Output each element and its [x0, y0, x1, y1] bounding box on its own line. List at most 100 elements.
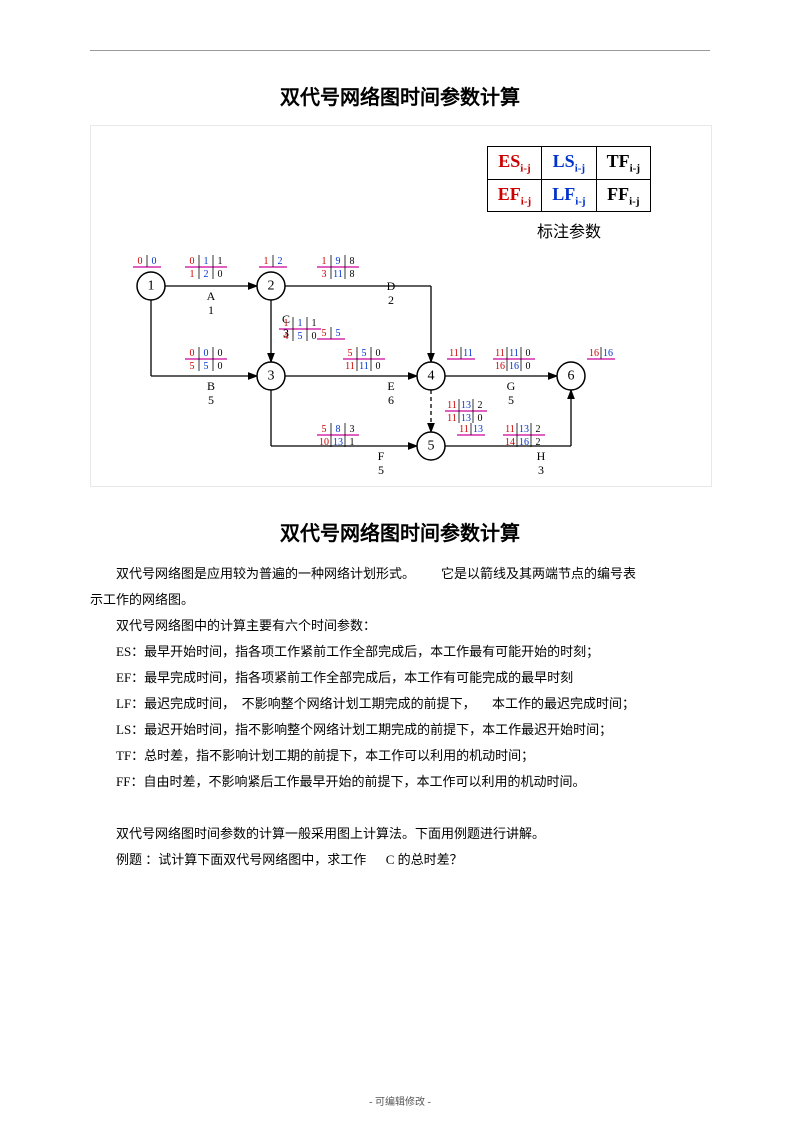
- svg-text:14: 14: [505, 437, 515, 448]
- svg-text:1: 1: [264, 256, 269, 267]
- svg-text:3: 3: [322, 269, 327, 280]
- svg-text:5: 5: [204, 361, 209, 372]
- para-lf: LF：最迟完成时间， 不影响整个网络计划工期完成的前提下， 本工作的最迟完成时间…: [90, 691, 710, 717]
- svg-text:0: 0: [526, 361, 531, 372]
- svg-text:6: 6: [388, 393, 394, 407]
- svg-text:2: 2: [536, 437, 541, 448]
- svg-text:16: 16: [603, 348, 613, 359]
- legend-lf: LFi-j: [542, 179, 596, 212]
- legend-row-1: ESi-j LSi-j TFi-j: [487, 147, 650, 180]
- svg-text:0: 0: [190, 348, 195, 359]
- svg-text:11: 11: [447, 413, 457, 424]
- para-es: ES：最早开始时间，指各项工作紧前工作全部完成后，本工作最有可能开始的时刻；: [90, 639, 710, 665]
- svg-text:11: 11: [459, 424, 469, 435]
- svg-text:5: 5: [508, 393, 514, 407]
- svg-text:1: 1: [322, 256, 327, 267]
- svg-text:1: 1: [190, 269, 195, 280]
- body-text: 双代号网络图是应用较为普遍的一种网络计划形式。 它是以箭线及其两端节点的编号表 …: [90, 561, 710, 873]
- page-title: 双代号网络图时间参数计算: [90, 81, 710, 110]
- svg-text:3: 3: [268, 369, 275, 384]
- svg-text:F: F: [378, 449, 385, 463]
- legend-ls: LSi-j: [542, 147, 596, 180]
- svg-text:11: 11: [495, 348, 505, 359]
- svg-text:16: 16: [519, 437, 529, 448]
- svg-text:2: 2: [536, 424, 541, 435]
- legend-tf: TFi-j: [596, 147, 650, 180]
- svg-text:2: 2: [388, 293, 394, 307]
- svg-text:5: 5: [348, 348, 353, 359]
- para-ff: FF：自由时差，不影响紧后工作最早开始的前提下，本工作可以利用的机动时间。: [90, 769, 710, 795]
- svg-text:8: 8: [350, 256, 355, 267]
- svg-text:13: 13: [461, 400, 471, 411]
- svg-text:0: 0: [218, 269, 223, 280]
- svg-text:0: 0: [138, 256, 143, 267]
- svg-text:11: 11: [447, 400, 457, 411]
- svg-text:8: 8: [336, 424, 341, 435]
- svg-text:0: 0: [218, 348, 223, 359]
- svg-text:0: 0: [376, 348, 381, 359]
- svg-text:6: 6: [568, 369, 575, 384]
- svg-text:1: 1: [298, 318, 303, 329]
- legend-ef: EFi-j: [487, 179, 541, 212]
- svg-text:1: 1: [148, 279, 155, 294]
- svg-text:8: 8: [350, 269, 355, 280]
- svg-text:13: 13: [519, 424, 529, 435]
- svg-text:5: 5: [322, 328, 327, 339]
- network-diagram: 0001112012198311811145055000550550111101…: [111, 236, 631, 486]
- svg-text:2: 2: [268, 279, 275, 294]
- svg-text:9: 9: [336, 256, 341, 267]
- legend-row-2: EFi-j LFi-j FFi-j: [487, 179, 650, 212]
- svg-text:0: 0: [526, 348, 531, 359]
- para-example: 例题 ：试计算下面双代号网络图中，求工作 C 的总时差？: [90, 847, 710, 873]
- svg-text:1: 1: [312, 318, 317, 329]
- svg-text:5: 5: [190, 361, 195, 372]
- para-ef: EF：最早完成时间，指各项紧前工作全部完成后，本工作有可能完成的最早时刻: [90, 665, 710, 691]
- svg-text:5: 5: [322, 424, 327, 435]
- svg-text:10: 10: [319, 437, 329, 448]
- footer: - 可编辑修改 -: [0, 1093, 800, 1108]
- svg-text:0: 0: [152, 256, 157, 267]
- legend-table: ESi-j LSi-j TFi-j EFi-j LFi-j FFi-j: [487, 146, 651, 212]
- para-blank: [90, 795, 710, 821]
- svg-text:0: 0: [204, 348, 209, 359]
- legend-es: ESi-j: [487, 147, 541, 180]
- para-tf: TF：总时差，指不影响计划工期的前提下，本工作可以利用的机动时间；: [90, 743, 710, 769]
- diagram-frame: ESi-j LSi-j TFi-j EFi-j LFi-j FFi-j 标注参数…: [90, 125, 712, 487]
- svg-text:13: 13: [473, 424, 483, 435]
- svg-text:11: 11: [333, 269, 343, 280]
- svg-text:3: 3: [283, 326, 289, 340]
- svg-text:1: 1: [350, 437, 355, 448]
- svg-text:5: 5: [208, 393, 214, 407]
- svg-text:1: 1: [204, 256, 209, 267]
- svg-text:0: 0: [312, 331, 317, 342]
- para-method: 双代号网络图时间参数的计算一般采用图上计算法。下面用例题进行讲解。: [90, 821, 710, 847]
- svg-text:2: 2: [278, 256, 283, 267]
- page: 双代号网络图时间参数计算 ESi-j LSi-j TFi-j EFi-j LFi…: [0, 0, 800, 1133]
- svg-text:11: 11: [463, 348, 473, 359]
- svg-text:3: 3: [350, 424, 355, 435]
- svg-text:11: 11: [505, 424, 515, 435]
- svg-text:16: 16: [509, 361, 519, 372]
- svg-text:5: 5: [336, 328, 341, 339]
- svg-text:1: 1: [218, 256, 223, 267]
- para-2: 双代号网络图中的计算主要有六个时间参数：: [90, 613, 710, 639]
- svg-text:E: E: [387, 379, 394, 393]
- svg-text:16: 16: [589, 348, 599, 359]
- svg-text:1: 1: [208, 303, 214, 317]
- svg-text:11: 11: [359, 361, 369, 372]
- para-1b: 示工作的网络图。: [90, 587, 710, 613]
- svg-text:H: H: [537, 449, 546, 463]
- svg-text:5: 5: [362, 348, 367, 359]
- para-ls: LS：最迟开始时间，指不影响整个网络计划工期完成的前提下，本工作最迟开始时间；: [90, 717, 710, 743]
- svg-text:4: 4: [428, 369, 435, 384]
- svg-text:C: C: [282, 312, 290, 326]
- svg-text:13: 13: [461, 413, 471, 424]
- svg-text:2: 2: [478, 400, 483, 411]
- svg-text:0: 0: [376, 361, 381, 372]
- svg-text:2: 2: [204, 269, 209, 280]
- legend-ff: FFi-j: [596, 179, 650, 212]
- para-1: 双代号网络图是应用较为普遍的一种网络计划形式。 它是以箭线及其两端节点的编号表: [90, 561, 710, 587]
- svg-text:13: 13: [333, 437, 343, 448]
- subtitle: 双代号网络图时间参数计算: [90, 517, 710, 546]
- svg-text:0: 0: [190, 256, 195, 267]
